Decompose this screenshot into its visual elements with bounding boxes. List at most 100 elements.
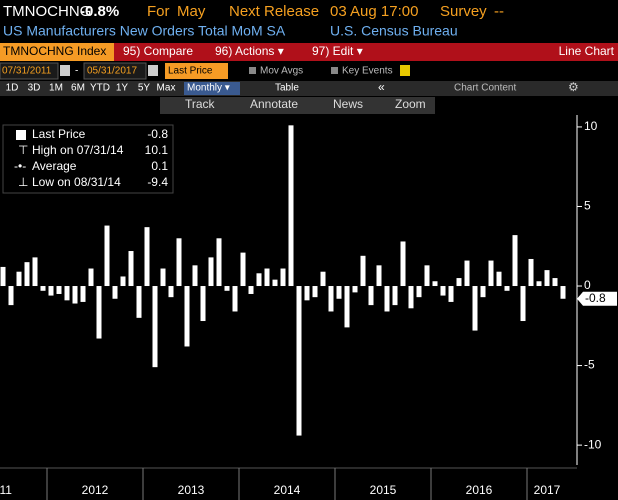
key-events[interactable]: Key Events <box>342 66 393 77</box>
bar <box>328 286 334 312</box>
bar <box>528 258 534 287</box>
x-tick-label: 2013 <box>178 483 205 497</box>
bar <box>64 286 70 301</box>
y-tick-label: -5 <box>584 358 595 372</box>
bar <box>96 286 102 339</box>
frequency[interactable]: Monthly ▾ <box>187 83 230 94</box>
bar <box>392 286 398 306</box>
edit-button[interactable]: 97) Edit ▾ <box>312 44 363 58</box>
bar <box>448 286 454 302</box>
bar <box>504 286 510 291</box>
security[interactable]: TMNOCHNG Index <box>3 44 106 58</box>
date-separator: - <box>75 66 78 77</box>
chart-content[interactable]: Chart Content <box>454 83 516 94</box>
release: 03 Aug 17:00 <box>330 3 418 20</box>
tool-button[interactable]: Track <box>185 97 216 111</box>
bar <box>416 286 422 298</box>
y-tick-label: 0 <box>584 278 591 292</box>
settings-icon[interactable]: ⚙ <box>568 80 579 94</box>
frequency-box <box>184 82 240 95</box>
low-icon: ⊥ <box>18 175 28 189</box>
bar <box>432 281 438 287</box>
checkbox[interactable] <box>249 67 256 74</box>
field[interactable]: Last Price <box>168 66 213 77</box>
period-button[interactable]: 1M <box>49 83 63 94</box>
bar <box>200 286 206 322</box>
bar <box>184 286 190 347</box>
bar <box>544 270 550 287</box>
key-events-icon[interactable] <box>400 65 410 76</box>
description: US Manufacturers New Orders Total MoM SA <box>3 23 286 39</box>
legend-value: 10.1 <box>145 143 169 157</box>
bar <box>152 286 158 368</box>
bar <box>256 273 262 287</box>
source: U.S. Census Bureau <box>330 23 458 39</box>
collapse-icon[interactable]: « <box>378 80 385 94</box>
bar <box>376 265 382 287</box>
bar <box>120 276 126 287</box>
bar <box>496 271 502 287</box>
period-button[interactable]: 3D <box>28 83 41 94</box>
bar <box>440 286 446 296</box>
period-button[interactable]: 1Y <box>116 83 129 94</box>
bar <box>288 125 294 287</box>
bar <box>32 257 38 287</box>
bar <box>352 286 358 293</box>
y-tick-label: -10 <box>584 437 602 451</box>
legend-value: 0.1 <box>151 159 168 173</box>
table-button[interactable]: Table <box>275 83 299 94</box>
calendar-icon[interactable] <box>148 65 158 76</box>
bar <box>312 286 318 298</box>
tool-button[interactable]: News <box>333 97 363 111</box>
period-button[interactable]: 6M <box>71 83 85 94</box>
bar <box>224 286 230 291</box>
bar <box>424 265 430 287</box>
bar <box>232 286 238 312</box>
calendar-icon[interactable] <box>60 65 70 76</box>
end-date-box <box>83 62 147 80</box>
tool-button[interactable]: Annotate <box>250 97 298 111</box>
y-tick-label: 10 <box>584 119 598 133</box>
tools-bar <box>160 97 435 114</box>
tool-button[interactable]: Zoom <box>395 97 426 111</box>
security-box <box>0 43 114 61</box>
start-date[interactable]: 07/31/2011 <box>2 66 52 77</box>
bar <box>192 265 198 287</box>
end-date[interactable]: 05/31/2017 <box>87 66 137 77</box>
average-icon: -•- <box>14 159 26 173</box>
bar <box>160 268 166 287</box>
bar <box>72 286 78 304</box>
bar <box>24 262 30 287</box>
checkbox[interactable] <box>331 67 338 74</box>
period-bar <box>0 81 618 96</box>
bar <box>368 286 374 306</box>
bar <box>384 286 390 312</box>
bar <box>128 251 134 287</box>
bar <box>88 268 94 287</box>
compare-button[interactable]: 95) Compare <box>123 44 193 58</box>
period-button[interactable]: Max <box>157 83 176 94</box>
actions-button[interactable]: 96) Actions ▾ <box>215 44 284 58</box>
bar <box>176 238 182 287</box>
last-value-marker <box>577 291 617 306</box>
legend-value: -9.4 <box>147 175 168 189</box>
release-label: Next Release <box>229 3 319 20</box>
survey-label: Survey <box>440 3 487 20</box>
bar <box>536 281 542 287</box>
legend-label: Low on 08/31/14 <box>32 175 121 189</box>
mov-avgs[interactable]: Mov Avgs <box>260 66 303 77</box>
period-button[interactable]: 5Y <box>138 83 151 94</box>
bar <box>480 286 486 298</box>
field-box <box>165 63 228 79</box>
view-button[interactable]: Line Chart <box>559 44 615 58</box>
period-button[interactable]: YTD <box>90 83 110 94</box>
period-button[interactable]: 1D <box>6 83 19 94</box>
bar <box>112 286 118 299</box>
x-tick-label: 2015 <box>370 483 397 497</box>
start-date-box <box>0 62 59 80</box>
legend-box <box>2 124 174 194</box>
bar <box>48 286 54 296</box>
bar <box>216 238 222 287</box>
bar <box>16 271 22 287</box>
